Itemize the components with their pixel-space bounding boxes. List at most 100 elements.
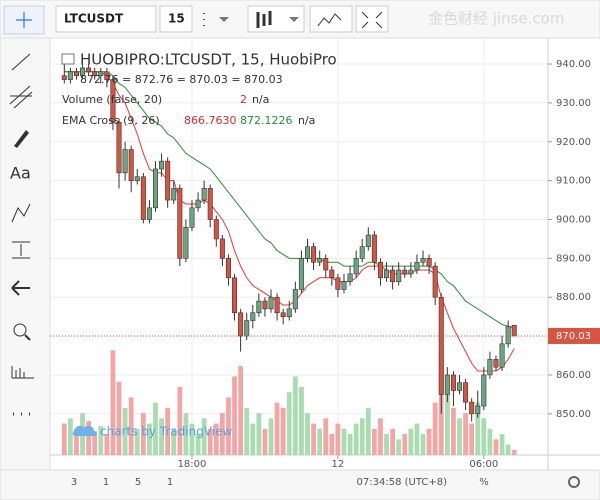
volume-bar <box>128 397 134 455</box>
volume-bar <box>286 392 292 455</box>
volume-bar <box>317 428 323 455</box>
candle-body <box>134 176 140 181</box>
volume-bar <box>463 413 468 455</box>
dropdown-icon[interactable] <box>219 17 229 22</box>
volume-bar <box>165 407 171 455</box>
candle-body <box>67 71 73 80</box>
pattern-tool[interactable] <box>11 203 31 223</box>
candle-body <box>463 382 469 403</box>
settings-icon[interactable] <box>568 476 580 488</box>
candles-icon <box>256 11 272 28</box>
last-price-label: 870.03 <box>556 331 591 342</box>
volume-bar <box>475 402 481 455</box>
candle-body <box>195 199 201 209</box>
y-tick-label: 890.00 <box>556 253 591 264</box>
candle-body <box>469 401 475 415</box>
percent-toggle[interactable]: % <box>479 477 489 488</box>
volume-bar <box>171 428 177 455</box>
volume-bar <box>371 428 377 455</box>
volume-bar <box>207 428 213 455</box>
measure-icon[interactable] <box>11 366 34 379</box>
remove-tool[interactable] <box>11 280 30 296</box>
candle-body <box>420 258 426 263</box>
volume-bar <box>274 402 280 455</box>
volume-bar <box>396 439 402 455</box>
volume-bar <box>262 428 268 455</box>
candle-body <box>487 359 493 376</box>
volume-bar <box>305 413 310 455</box>
volume-bar <box>122 407 128 455</box>
candle-body <box>414 261 420 271</box>
candle-body <box>146 207 152 220</box>
volume-bar <box>292 376 298 455</box>
symbol-icon <box>61 53 75 65</box>
volume-bar <box>219 413 225 455</box>
y-tick-label: 850.00 <box>556 409 591 420</box>
candle-body <box>98 71 104 76</box>
y-tick-label: 860.00 <box>556 370 591 381</box>
y-tick-label: 900.00 <box>556 214 591 225</box>
candle-body <box>505 326 511 345</box>
candle-body <box>402 269 408 275</box>
candle-body <box>256 300 262 314</box>
volume-bar <box>341 428 347 455</box>
candle-body <box>104 71 110 80</box>
indicators-button[interactable] <box>309 5 353 33</box>
fib-tool[interactable] <box>9 85 33 109</box>
volume-bar <box>183 413 189 455</box>
volume-bar <box>365 407 371 455</box>
last-price-tag <box>548 327 600 344</box>
volume-bar <box>153 402 158 455</box>
range-button[interactable]: 3 <box>71 477 77 488</box>
candle-body <box>353 258 359 275</box>
x-tick-label: 06:00 <box>469 459 498 470</box>
volume-bar <box>457 418 462 455</box>
volume-bar <box>493 439 499 455</box>
candle-body <box>365 234 371 247</box>
candle-body <box>128 149 134 181</box>
text-tool[interactable]: Aa <box>10 164 31 183</box>
range-button[interactable]: 1 <box>103 477 109 488</box>
indicators-icon <box>317 13 342 27</box>
volume-bar <box>61 423 67 455</box>
candle-body <box>110 79 116 123</box>
candle-body <box>292 289 298 310</box>
volume-bar <box>481 418 487 455</box>
candle-body <box>171 188 177 201</box>
candle-body <box>61 75 67 80</box>
volume-bar <box>116 381 122 455</box>
credit[interactable]: charts by TradingView <box>100 425 232 439</box>
fullscreen-button[interactable] <box>355 5 389 33</box>
candle-body <box>377 261 383 279</box>
brush-tool[interactable] <box>14 130 29 148</box>
ema-line <box>64 71 515 329</box>
candle-body <box>456 382 462 391</box>
candle-body <box>116 122 122 174</box>
candle-body <box>201 188 207 201</box>
candle-body <box>317 258 323 263</box>
candle-body <box>274 296 280 314</box>
candle-body <box>280 312 286 317</box>
x-tick-label: 18:00 <box>178 459 207 470</box>
interval-box[interactable] <box>159 5 193 33</box>
zoom-tool[interactable] <box>13 323 27 337</box>
y-tick-label: 920.00 <box>556 137 591 148</box>
candle-body <box>329 269 335 279</box>
range-button[interactable]: 1 <box>167 477 173 488</box>
volume-bar <box>238 365 244 455</box>
measure-tool[interactable] <box>12 241 30 259</box>
trendline-tool[interactable] <box>11 53 31 71</box>
candle-body <box>244 320 250 337</box>
ema-legend: EMA Cross (9, 26) <box>62 114 160 127</box>
candle-body <box>359 246 365 259</box>
candle-body <box>268 296 274 310</box>
range-button[interactable]: 5 <box>135 477 141 488</box>
candle-body <box>347 273 353 282</box>
volume-bar <box>414 423 420 455</box>
candle-body <box>438 296 444 395</box>
y-tick-label: 880.00 <box>556 292 591 303</box>
symbol-box[interactable] <box>55 5 157 33</box>
volume-bar <box>487 428 493 455</box>
candle-body <box>475 405 481 415</box>
